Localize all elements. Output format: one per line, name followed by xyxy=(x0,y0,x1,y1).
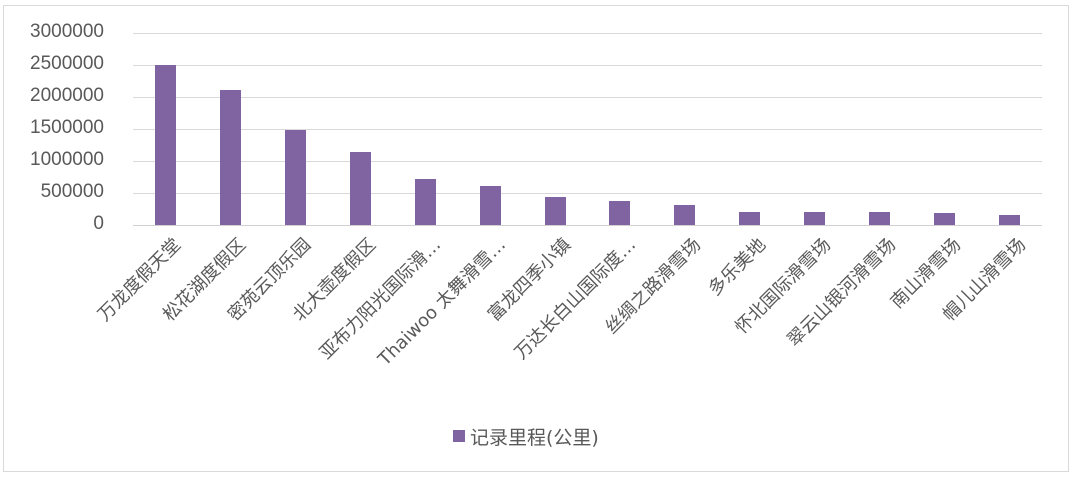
y-tick-label: 1000000 xyxy=(30,149,104,170)
bar[interactable] xyxy=(414,178,436,225)
legend-swatch xyxy=(453,430,465,442)
bar[interactable] xyxy=(804,212,826,225)
bar[interactable] xyxy=(999,214,1021,225)
bar[interactable] xyxy=(284,129,306,225)
y-tick-label: 2500000 xyxy=(30,53,104,74)
y-tick-label: 3000000 xyxy=(30,21,104,42)
legend-label: 记录里程(公里) xyxy=(470,426,599,449)
bar[interactable] xyxy=(479,185,501,225)
x-axis-line xyxy=(133,225,1042,226)
chart-frame xyxy=(3,5,1069,472)
gridline xyxy=(133,33,1042,34)
y-tick-label: 1500000 xyxy=(30,117,104,138)
gridline xyxy=(133,129,1042,130)
bar[interactable] xyxy=(674,205,696,225)
gridline xyxy=(133,193,1042,194)
bar[interactable] xyxy=(154,65,176,225)
y-tick-label: 0 xyxy=(93,213,104,234)
bar[interactable] xyxy=(219,89,241,225)
gridline xyxy=(133,161,1042,162)
bar[interactable] xyxy=(544,196,566,225)
legend: 记录里程(公里) xyxy=(453,424,599,449)
bar[interactable] xyxy=(934,213,956,225)
y-tick-label: 2000000 xyxy=(30,85,104,106)
bar[interactable] xyxy=(609,200,631,225)
bar[interactable] xyxy=(349,152,371,225)
gridline xyxy=(133,97,1042,98)
bar[interactable] xyxy=(739,212,761,225)
bar[interactable] xyxy=(869,212,891,225)
gridline xyxy=(133,65,1042,66)
y-tick-label: 500000 xyxy=(40,181,104,202)
